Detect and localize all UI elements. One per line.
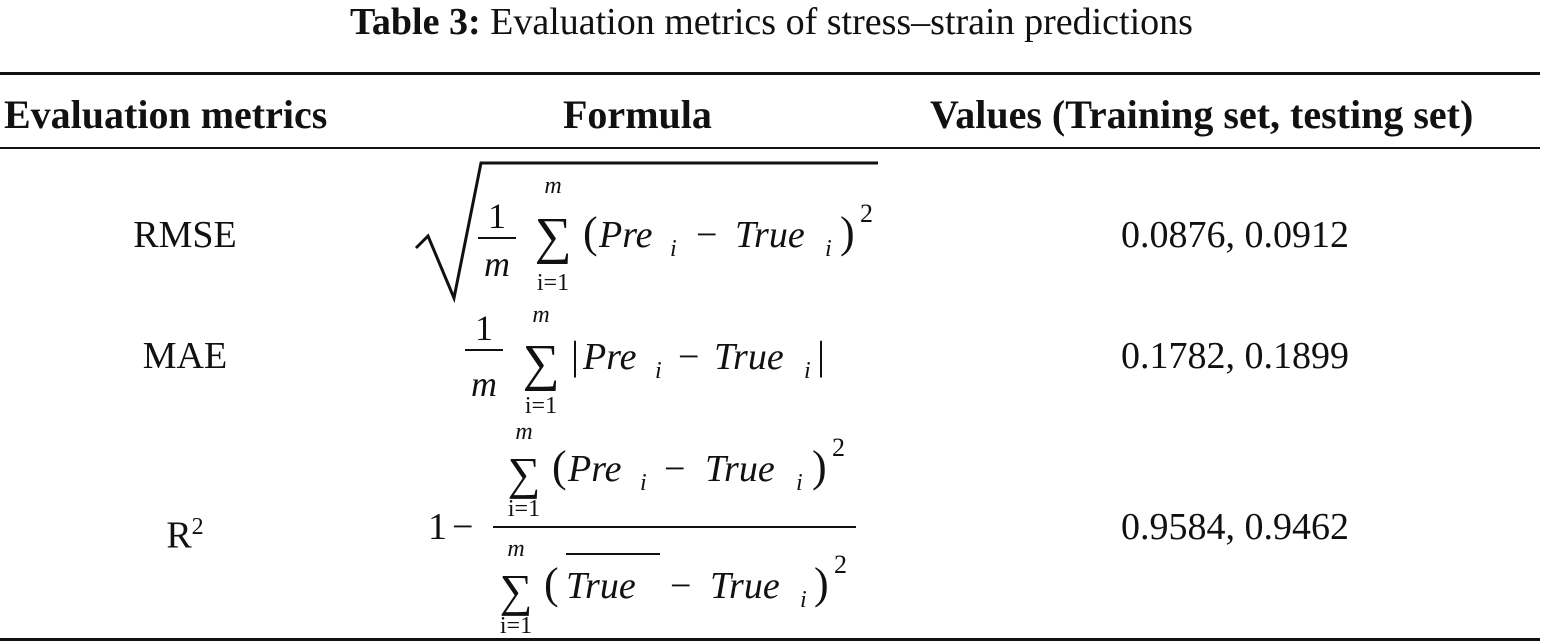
r2-den-sum-lower: i=1 [500,613,532,639]
mae-one: 1 [475,308,493,348]
mae-minus: − [678,336,699,378]
rmse-pre-sub: i [670,236,677,262]
r2-superscript: 2 [191,514,204,540]
mae-m: m [471,364,497,404]
r2-letter: R [166,514,192,557]
mae-abs-close: | [817,333,825,378]
r2-num-pre: Pre [567,448,622,490]
r2-num-true: True [705,448,775,490]
header-evaluation-metrics: Evaluation metrics [4,92,328,137]
r2-num-minus: − [664,448,685,490]
mae-pre: Pre [582,336,637,378]
rmse-minus: − [696,214,717,256]
rmse-one: 1 [488,196,506,236]
rmse-sum-upper: m [544,173,561,199]
mae-formula: 1 m m ∑ i=1 | Pre i − True i | [465,302,825,419]
r2-num-sum-upper: m [515,419,532,445]
r2-num-true-sub: i [796,470,803,496]
r2-den-open-paren: ( [544,559,559,608]
rmse-open-paren: ( [583,208,598,257]
r2-num-pre-sub: i [640,470,647,496]
r2-num-open-paren: ( [552,442,567,491]
row-rmse-metric: RMSE [133,214,237,256]
mae-sum-lower: i=1 [525,393,557,419]
mae-abs-open: | [571,333,579,378]
header-formula: Formula [563,92,712,137]
row-rmse-values: 0.0876, 0.0912 [1121,214,1349,256]
r2-num-close-paren: ) [812,442,827,491]
r2-den-close-paren: ) [814,559,829,608]
r2-den-true: True [710,565,780,607]
rmse-pre: Pre [598,214,653,256]
r2-den-minus: − [670,565,691,607]
rmse-sum-lower: i=1 [537,270,569,296]
mae-true-sub: i [804,358,811,384]
rmse-exponent: 2 [860,199,873,228]
rmse-sum-icon: ∑ [534,208,571,265]
mae-pre-sub: i [655,358,662,384]
row-r2-values: 0.9584, 0.9462 [1121,506,1349,548]
table-caption: Table 3: Evaluation metrics of stress–st… [0,0,1543,44]
r2-one: 1 [428,506,447,548]
r2-num-sum-icon: ∑ [508,448,541,499]
top-rule [0,72,1540,75]
rmse-formula: 1 m m ∑ i=1 ( Pre i − True i ) 2 [414,161,878,304]
r2-num-exponent: 2 [832,433,845,462]
r2-num-sum-lower: i=1 [508,496,540,522]
sqrt-radical [414,161,878,304]
rmse-close-paren: ) [840,208,855,257]
rmse-m: m [484,244,510,284]
r2-den-sum-icon: ∑ [500,565,533,616]
row-mae-metric: MAE [142,335,228,377]
mae-sum-icon: ∑ [522,335,559,392]
r2-den-exponent: 2 [834,550,847,579]
header-values: Values (Training set, testing set) [930,92,1474,137]
caption-text: Evaluation metrics of stress–strain pred… [490,1,1193,43]
r2-formula: 1 − m ∑ i=1 ( Pre i − True i ) 2 m ∑ i=1… [428,419,856,639]
row-r2-metric: R2 [0,505,370,558]
r2-den-sum-upper: m [507,536,524,562]
rmse-true: True [735,214,805,256]
mae-sum-upper: m [532,302,549,328]
caption-label: Table 3: [350,1,481,43]
row-mae-values: 0.1782, 0.1899 [1121,335,1349,377]
mae-true: True [714,336,784,378]
rmse-true-sub: i [825,236,832,262]
r2-minus: − [452,506,473,548]
bottom-rule [0,638,1540,641]
r2-den-true-mean: True [566,565,636,607]
r2-den-true-sub: i [800,587,807,613]
header-rule [0,147,1540,149]
